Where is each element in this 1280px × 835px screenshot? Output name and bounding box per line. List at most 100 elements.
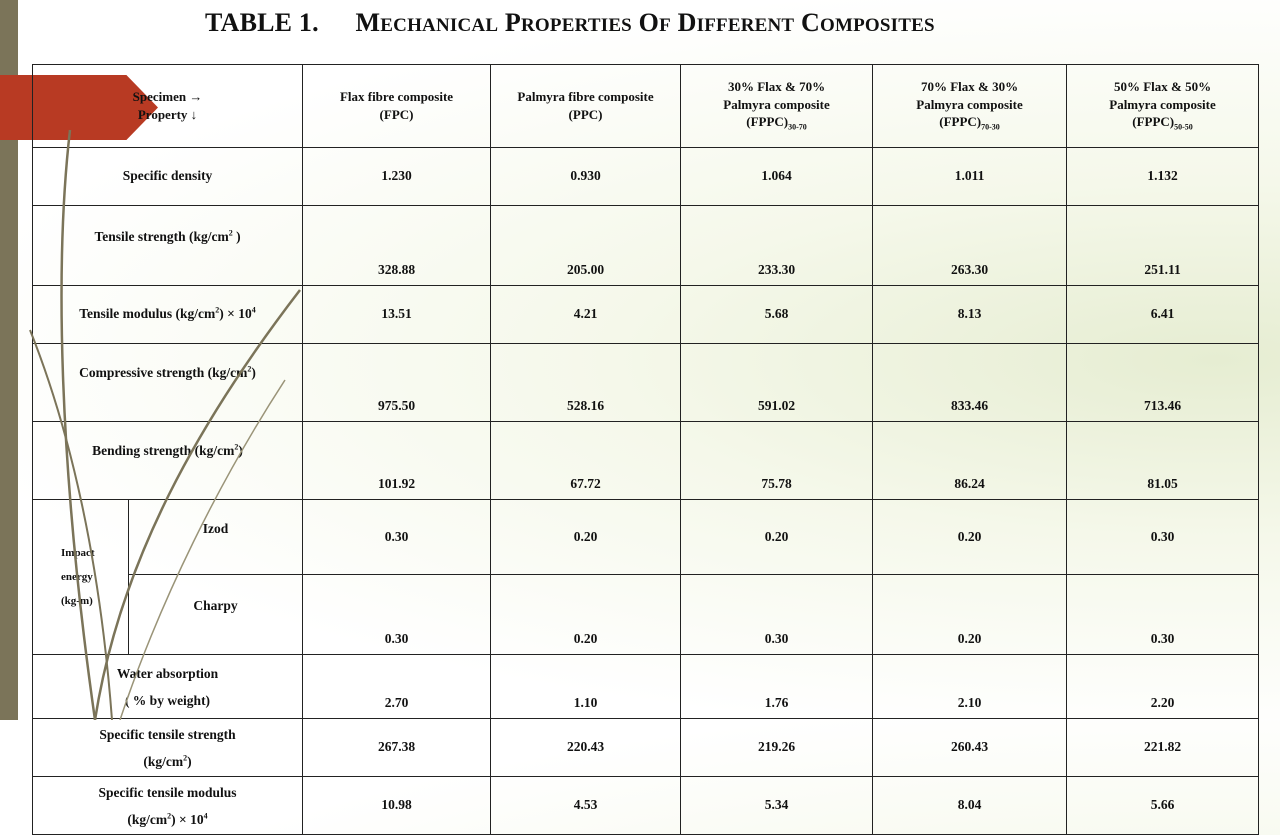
cell-value: 205.00: [490, 205, 682, 286]
col-header-text-2: Palmyra composite: [1109, 96, 1216, 112]
row-label: Specific tensile strength (kg/cm2): [31, 718, 304, 777]
impact-energy-label: Impact energy (kg-m): [32, 499, 129, 655]
cell-value: 5.68: [680, 285, 874, 344]
col-header-abbr: (FPC): [379, 107, 414, 122]
col-header-fppc-50-50: 50% Flax & 50% Palmyra composite (FPPC)5…: [1066, 64, 1260, 148]
title-word-1: MECHANICAL: [355, 8, 499, 37]
row-bending-strength: Bending strength (kg/cm2) 101.92 67.72 7…: [31, 421, 1260, 500]
cell-value: 6.41: [1066, 285, 1260, 344]
cell-value: 86.24: [872, 421, 1068, 500]
cell-value: 13.51: [302, 285, 492, 344]
row-label: Water absorption ( % by weight): [31, 654, 304, 719]
cell-value: 5.34: [680, 776, 874, 835]
row-label: Tensile modulus (kg/cm2) × 104: [31, 285, 304, 344]
properties-table: Specimen → Property ↓ Flax fibre composi…: [31, 64, 1260, 835]
row-specific-density: Specific density 1.230 0.930 1.064 1.011…: [31, 147, 1260, 206]
col-header-text: Palmyra fibre composite: [517, 89, 654, 105]
row-impact-charpy: Charpy 0.30 0.20 0.30 0.20 0.30: [33, 574, 1260, 655]
cell-value: 328.88: [302, 205, 492, 286]
col-header-text: 70% Flax & 30%: [920, 79, 1019, 95]
row-label-line1: Specific tensile strength: [99, 726, 236, 742]
row-label-charpy: Charpy: [127, 574, 304, 655]
title-word-4: DIFFERENT: [677, 8, 795, 37]
cell-value: 260.43: [872, 718, 1068, 777]
row-tensile-strength: Tensile strength (kg/cm2 ) 328.88 205.00…: [31, 205, 1260, 286]
impact-line1: Impact: [61, 546, 95, 559]
cell-value: 0.20: [490, 574, 682, 655]
cell-value: 221.82: [1066, 718, 1260, 777]
row-label: Specific density: [31, 147, 304, 206]
title-word-5: COMPOSITES: [800, 8, 935, 37]
row-tensile-modulus: Tensile modulus (kg/cm2) × 104 13.51 4.2…: [31, 285, 1260, 344]
cell-value: 0.930: [490, 147, 682, 206]
cell-value: 0.20: [490, 499, 682, 575]
cell-value: 2.10: [872, 654, 1068, 719]
cell-value: 0.30: [1066, 574, 1260, 655]
title-word-2: PROPERTIES: [504, 8, 632, 37]
col-header-abbr: (FPPC)30-70: [746, 114, 807, 132]
row-compressive-strength: Compressive strength (kg/cm2) 975.50 528…: [31, 343, 1260, 422]
row-label: Bending strength (kg/cm2): [31, 421, 304, 500]
cell-value: 263.30: [872, 205, 1068, 286]
cell-value: 0.30: [302, 499, 492, 575]
corner-header: Specimen → Property ↓: [31, 64, 304, 148]
row-water-absorption: Water absorption ( % by weight) 2.70 1.1…: [31, 654, 1260, 719]
row-label-line2: (kg/cm2): [143, 753, 192, 769]
row-label-line2: (kg/cm2) × 104: [127, 811, 208, 827]
cell-value: 220.43: [490, 718, 682, 777]
col-header-abbr: (FPPC)70-30: [939, 114, 1000, 132]
left-accent-bar: [0, 0, 18, 720]
col-header-fppc-30-70: 30% Flax & 70% Palmyra composite (FPPC)3…: [680, 64, 874, 148]
col-header-fpc: Flax fibre composite (FPC): [302, 64, 492, 148]
cell-value: 4.21: [490, 285, 682, 344]
col-header-text: 50% Flax & 50%: [1113, 79, 1212, 95]
slide-title: TABLE 1. MECHANICAL PROPERTIES OF DIFFER…: [205, 8, 935, 38]
row-label-line1: Water absorption: [116, 665, 219, 681]
impact-line2: energy: [61, 570, 93, 583]
cell-value: 1.230: [302, 147, 492, 206]
col-header-text: 30% Flax & 70%: [727, 79, 826, 95]
col-header-abbr: (FPPC)50-50: [1132, 114, 1193, 132]
cell-value: 1.064: [680, 147, 874, 206]
row-label-line2: ( % by weight): [124, 692, 211, 708]
cell-value: 251.11: [1066, 205, 1260, 286]
row-label-izod: Izod: [127, 499, 304, 575]
cell-value: 1.10: [490, 654, 682, 719]
cell-value: 101.92: [302, 421, 492, 500]
cell-value: 0.30: [680, 574, 874, 655]
cell-value: 219.26: [680, 718, 874, 777]
cell-value: 0.30: [1066, 499, 1260, 575]
row-impact-izod: Impact energy (kg-m) Izod 0.30 0.20 0.20…: [32, 499, 1260, 655]
cell-value: 5.66: [1066, 776, 1260, 835]
cell-value: 2.70: [302, 654, 492, 719]
row-label: Tensile strength (kg/cm2 ): [31, 205, 304, 286]
cell-value: 67.72: [490, 421, 682, 500]
cell-value: 713.46: [1066, 343, 1260, 422]
corner-line2: Property ↓: [137, 107, 198, 122]
cell-value: 0.20: [872, 574, 1068, 655]
cell-value: 2.20: [1066, 654, 1260, 719]
cell-value: 4.53: [490, 776, 682, 835]
cell-value: 1.011: [872, 147, 1068, 206]
header-row: Specimen → Property ↓ Flax fibre composi…: [31, 64, 1260, 148]
row-label: Compressive strength (kg/cm2): [31, 343, 304, 422]
cell-value: 267.38: [302, 718, 492, 777]
cell-value: 8.04: [872, 776, 1068, 835]
cell-value: 10.98: [302, 776, 492, 835]
row-specific-tensile-strength: Specific tensile strength (kg/cm2) 267.3…: [31, 718, 1260, 777]
cell-value: 0.30: [302, 574, 492, 655]
cell-value: 1.132: [1066, 147, 1260, 206]
cell-value: 81.05: [1066, 421, 1260, 500]
row-specific-tensile-modulus: Specific tensile modulus (kg/cm2) × 104 …: [31, 776, 1260, 835]
row-label-line1: Specific tensile modulus: [98, 784, 237, 800]
title-word-3: OF: [638, 8, 671, 37]
title-number: TABLE 1.: [205, 8, 319, 37]
cell-value: 233.30: [680, 205, 874, 286]
cell-value: 528.16: [490, 343, 682, 422]
cell-value: 75.78: [680, 421, 874, 500]
col-header-ppc: Palmyra fibre composite (PPC): [490, 64, 682, 148]
cell-value: 8.13: [872, 285, 1068, 344]
col-header-abbr: (PPC): [568, 107, 603, 122]
col-header-text: Flax fibre composite: [339, 89, 454, 105]
cell-value: 1.76: [680, 654, 874, 719]
